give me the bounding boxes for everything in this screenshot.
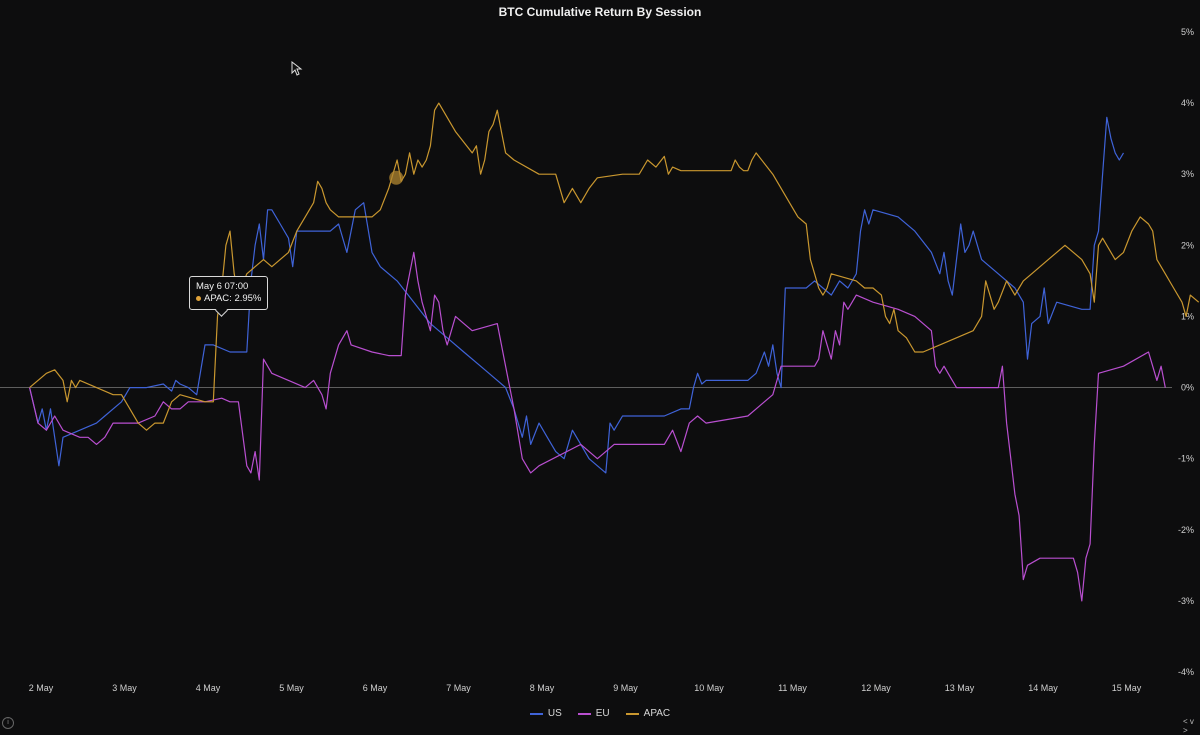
chart-title: BTC Cumulative Return By Session — [498, 5, 702, 19]
legend-swatch-apac — [625, 712, 639, 715]
y-axis-ticks: 5% 4% 3% 2% 1% 0% -1% -2% -3% -4% — [1178, 27, 1194, 677]
info-icon[interactable]: i — [2, 717, 14, 729]
x-tick-label: 7 May — [446, 683, 471, 693]
x-tick-label: 2 May — [29, 683, 54, 693]
y-tick-label: -1% — [1178, 454, 1194, 464]
y-tick-label: 5% — [1181, 27, 1194, 37]
legend-label-eu: EU — [595, 708, 610, 719]
highlight-point — [389, 170, 404, 185]
x-tick-label: 15 May — [1112, 683, 1142, 693]
x-tick-label: 5 May — [279, 683, 304, 693]
series-line-eu[interactable] — [29, 251, 1166, 602]
x-tick-label: 6 May — [363, 683, 388, 693]
legend-item-apac[interactable]: APAC — [625, 708, 671, 719]
chart-legend: US EU APAC — [0, 708, 1200, 719]
legend-swatch-eu — [577, 712, 591, 715]
x-tick-label: 14 May — [1028, 683, 1058, 693]
legend-item-us[interactable]: US — [529, 708, 562, 719]
y-tick-label: 3% — [1181, 169, 1194, 179]
legend-label-us: US — [547, 708, 562, 719]
series-lines — [29, 102, 1200, 602]
tooltip-series-dot — [196, 295, 201, 301]
tooltip-value-row: APAC: 2.95% — [196, 293, 261, 305]
y-tick-label: 2% — [1181, 240, 1194, 250]
x-tick-label: 13 May — [945, 683, 975, 693]
y-tick-label: 4% — [1181, 98, 1194, 108]
x-tick-label: 12 May — [861, 683, 891, 693]
y-tick-label: -4% — [1178, 667, 1194, 677]
x-tick-label: 8 May — [530, 683, 555, 693]
chart-nav-arrows[interactable]: < v > — [1183, 717, 1194, 735]
x-tick-label: 10 May — [694, 683, 724, 693]
x-tick-label: 3 May — [112, 683, 137, 693]
legend-item-eu[interactable]: EU — [577, 708, 610, 719]
series-line-us[interactable] — [29, 116, 1125, 474]
tooltip-value: APAC: 2.95% — [204, 293, 262, 304]
mouse-pointer-icon — [291, 61, 303, 76]
x-tick-label: 11 May — [778, 683, 807, 693]
chart-tooltip: May 6 07:00 APAC: 2.95% — [189, 276, 269, 310]
tooltip-date: May 6 07:00 — [196, 281, 249, 292]
x-tick-label: 4 May — [196, 683, 221, 693]
legend-label-apac: APAC — [643, 708, 671, 719]
x-tick-label: 9 May — [613, 683, 638, 693]
legend-swatch-us — [529, 712, 543, 715]
x-axis-ticks: 2 May 3 May 4 May 5 May 6 May 7 May 8 May 9 May… — [29, 683, 1142, 693]
y-tick-label: -3% — [1178, 596, 1194, 606]
y-tick-label: 1% — [1181, 311, 1194, 321]
y-tick-label: -2% — [1178, 525, 1194, 535]
series-line-apac[interactable] — [29, 102, 1200, 431]
y-tick-label: 0% — [1181, 383, 1194, 393]
